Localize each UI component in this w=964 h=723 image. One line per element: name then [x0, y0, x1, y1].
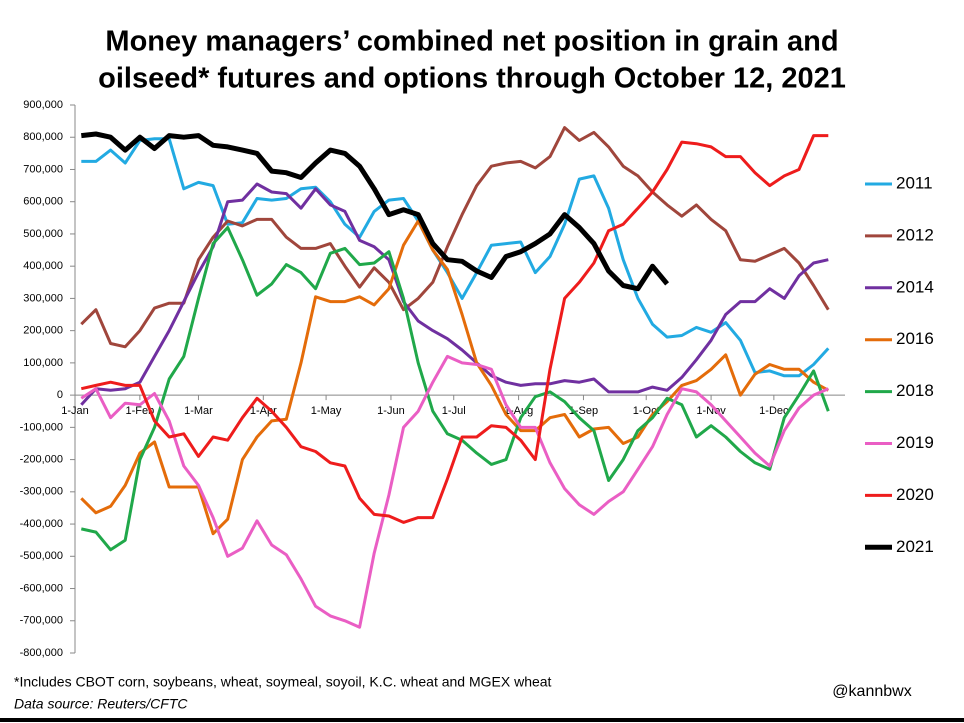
series-line [80, 134, 829, 524]
y-tick-label: 900,000 [23, 99, 63, 111]
y-tick-label: -400,000 [20, 518, 63, 530]
y-tick-label: -600,000 [20, 582, 63, 594]
x-tick-label: 1-Feb [125, 405, 154, 417]
legend-label: 2021 [896, 537, 934, 556]
legend-label: 2016 [896, 329, 934, 348]
y-tick-label: -300,000 [20, 486, 63, 498]
legend-label: 2011 [896, 173, 933, 192]
y-tick-label: -800,000 [20, 647, 63, 659]
legend-label: 2020 [896, 485, 934, 504]
y-tick-label: 300,000 [23, 292, 63, 304]
legend-label: 2018 [896, 381, 934, 400]
footnote: *Includes CBOT corn, soybeans, wheat, so… [14, 674, 552, 690]
series-line [80, 126, 830, 349]
y-tick-label: -200,000 [20, 453, 63, 465]
y-tick-label: 100,000 [23, 357, 63, 369]
y-tick-label: 500,000 [23, 228, 63, 240]
legend-label: 2014 [896, 277, 934, 296]
y-tick-label: -100,000 [20, 421, 63, 433]
series-line [80, 226, 830, 552]
x-tick-label: 1-Mar [184, 405, 213, 417]
y-tick-label: 600,000 [23, 196, 63, 208]
legend-label: 2012 [896, 225, 934, 244]
x-tick-label: 1-Dec [759, 405, 789, 417]
series-line [80, 182, 829, 406]
y-tick-label: 400,000 [23, 260, 63, 272]
series-line [81, 137, 830, 378]
chart-title: Money managers’ combined net position in… [105, 26, 838, 58]
x-tick-label: 1-Jun [377, 405, 405, 417]
y-tick-label: -500,000 [20, 550, 63, 562]
y-tick-label: 200,000 [23, 325, 63, 337]
y-tick-label: 800,000 [23, 131, 63, 143]
series-line [80, 219, 830, 536]
chart-title: oilseed* futures and options through Oct… [98, 63, 846, 95]
x-tick-label: 1-Jan [61, 405, 89, 417]
x-tick-label: 1-May [311, 405, 342, 417]
legend-label: 2019 [896, 433, 934, 452]
series-line [81, 131, 670, 292]
source: Data source: Reuters/CFTC [14, 696, 188, 712]
y-tick-label: -700,000 [20, 615, 63, 627]
y-tick-label: 700,000 [23, 163, 63, 175]
x-tick-label: 1-Jul [442, 405, 466, 417]
y-tick-label: 0 [57, 389, 63, 401]
series-line [80, 354, 829, 629]
credit: @kannbwx [832, 683, 911, 700]
